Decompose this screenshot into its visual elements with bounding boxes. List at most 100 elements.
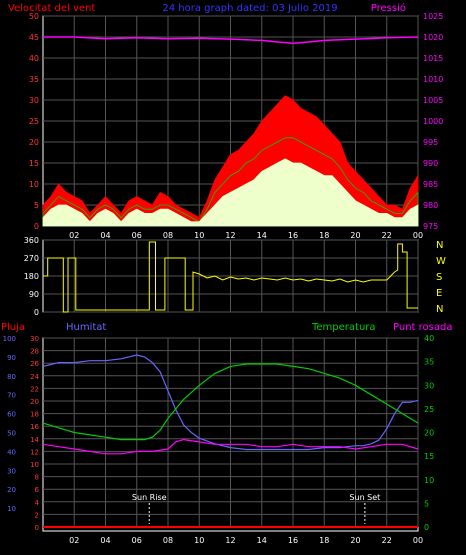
rain-tick-label: 24 [30, 373, 39, 381]
climate-x-tick-label: 06 [132, 536, 142, 545]
temperature-tick-label: 20 [424, 429, 434, 438]
rain-tick-label: 26 [30, 360, 39, 368]
climate-x-tick-label: 20 [350, 536, 360, 545]
direction-tick-label: 270 [24, 254, 39, 263]
dew_point-line [42, 438, 419, 455]
dew-point-header: Punt rosada [393, 322, 452, 333]
humidity-header: Humitat [66, 322, 106, 333]
pressure-line [43, 36, 419, 45]
rain-tick-label: 8 [35, 474, 39, 482]
temperature-tick-label: 15 [424, 452, 434, 461]
mean-wind-area [42, 137, 419, 227]
pressure-tick-label: 1015 [423, 54, 443, 63]
temperature-tick-label: 10 [424, 476, 434, 485]
pressure-tick-label: 1025 [423, 12, 443, 21]
pressure-tick-label: 1000 [423, 117, 443, 126]
rain-tick-label: 12 [30, 448, 39, 456]
climate-chart: 0246810121416182022242628301020304050607… [3, 334, 435, 545]
wind-left-tick-label: 25 [29, 117, 39, 126]
rain-tick-label: 28 [30, 348, 39, 356]
pressure-tick-label: 975 [423, 222, 438, 231]
climate-x-tick-label: 00 [413, 536, 423, 545]
direction-tick-label: 0 [34, 308, 39, 317]
climate-x-tick-label: 22 [382, 536, 392, 545]
temperature-tick-label: 0 [424, 523, 429, 532]
pressure-tick-label: 1010 [423, 75, 443, 84]
rain-tick-label: 2 [35, 511, 39, 519]
rain-header: Pluja [1, 322, 25, 333]
humidity-tick-label: 90 [7, 354, 16, 362]
wind-left-tick-label: 15 [29, 159, 39, 168]
pressure-tick-label: 985 [423, 180, 438, 189]
humidity-tick-label: 50 [7, 430, 16, 438]
climate-x-tick-label: 10 [194, 536, 204, 545]
temperature-line [42, 363, 419, 441]
direction-line [43, 241, 418, 313]
sun-event-label: Sun Rise [132, 493, 167, 502]
climate-x-tick-label: 14 [257, 536, 267, 545]
temperature-tick-label: 40 [424, 334, 434, 343]
wind-left-tick-label: 35 [29, 75, 39, 84]
compass-label: N [436, 240, 443, 251]
direction-tick-label: 90 [29, 290, 39, 299]
wind-x-tick-label: 18 [319, 231, 329, 240]
wind-left-tick-label: 45 [29, 33, 39, 42]
pressure-title: Pressió [371, 2, 406, 14]
climate-x-tick-label: 18 [319, 536, 329, 545]
wind-chart: 0510152025303540455097598098599099510001… [29, 12, 444, 240]
compass-label: W [436, 256, 446, 267]
wind-left-tick-label: 20 [29, 138, 39, 147]
humidity-tick-label: 70 [7, 392, 16, 400]
pressure-tick-label: 990 [423, 159, 438, 168]
climate-x-tick-label: 02 [69, 536, 79, 545]
wind-left-tick-label: 30 [29, 96, 39, 105]
humidity-tick-label: 10 [7, 505, 16, 513]
graph-date-title: 24 hora graph dated: 03 Julio 2019 [162, 3, 337, 14]
pressure-tick-label: 980 [423, 201, 438, 210]
humidity-tick-label: 100 [3, 335, 16, 343]
wind-x-tick-label: 20 [350, 231, 360, 240]
climate-x-tick-label: 04 [100, 536, 110, 545]
temperature-tick-label: 25 [424, 405, 434, 414]
rain-tick-label: 14 [30, 436, 39, 444]
temperature-tick-label: 30 [424, 381, 434, 390]
wind-left-tick-label: 10 [29, 180, 39, 189]
wind-x-tick-label: 06 [132, 231, 142, 240]
direction-tick-label: 360 [24, 236, 39, 245]
wind-x-tick-label: 12 [225, 231, 235, 240]
rain-tick-label: 20 [30, 398, 39, 406]
direction-tick-label: 180 [24, 272, 39, 281]
climate-x-tick-label: 16 [288, 536, 298, 545]
rain-tick-label: 10 [30, 461, 39, 469]
compass-label: E [436, 288, 442, 299]
climate-x-tick-label: 12 [225, 536, 235, 545]
wind-x-tick-label: 08 [163, 231, 173, 240]
wind-x-tick-label: 02 [69, 231, 79, 240]
wind-x-tick-label: 04 [100, 231, 110, 240]
pressure-tick-label: 995 [423, 138, 438, 147]
wind-x-tick-label: 16 [288, 231, 298, 240]
humidity-tick-label: 80 [7, 373, 16, 381]
wind-x-tick-label: 00 [413, 231, 423, 240]
wind-left-tick-label: 50 [29, 12, 39, 21]
rain-tick-label: 0 [35, 524, 39, 532]
rain-tick-label: 16 [30, 423, 39, 431]
humidity-tick-label: 60 [7, 411, 16, 419]
rain-tick-label: 4 [35, 499, 40, 507]
compass-label: S [436, 272, 442, 283]
pressure-tick-label: 1020 [423, 33, 443, 42]
temperature-tick-label: 35 [424, 358, 434, 367]
wind-x-tick-label: 14 [257, 231, 267, 240]
sun-event-label: Sun Set [349, 493, 380, 502]
wind-x-tick-label: 22 [382, 231, 392, 240]
pressure-tick-label: 1005 [423, 96, 443, 105]
rain-tick-label: 30 [30, 335, 39, 343]
humidity-tick-label: 40 [7, 448, 16, 456]
wind-left-tick-label: 5 [34, 201, 39, 210]
compass-label: N [436, 304, 443, 315]
wind-left-tick-label: 0 [34, 222, 39, 231]
rain-tick-label: 22 [30, 385, 39, 393]
wind-left-tick-label: 40 [29, 54, 39, 63]
